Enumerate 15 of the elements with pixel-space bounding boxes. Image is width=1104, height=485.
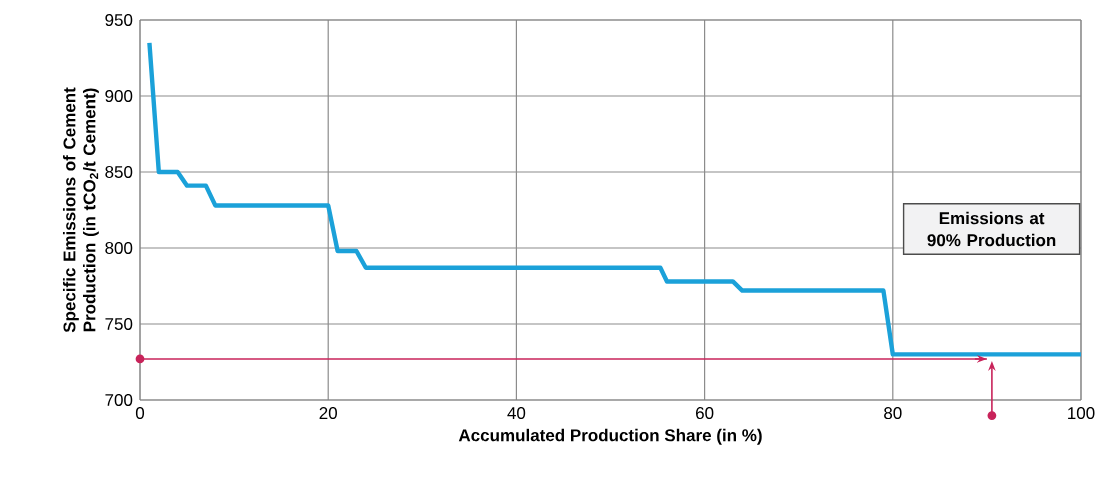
- x-tick-label: 20: [319, 407, 337, 420]
- x-tick-label: 40: [507, 407, 526, 420]
- x-tick-label: 100: [1068, 407, 1095, 420]
- annotation: Emissions at 90% Production: [927, 211, 1056, 247]
- x-axis-title: Accumulated Production Share (in %): [458, 428, 762, 445]
- y-tick-label: 950: [105, 13, 133, 26]
- line-series: [147, 40, 1084, 357]
- x-tick-label: 80: [884, 407, 902, 420]
- y-tick-label: 750: [105, 317, 133, 330]
- y-tick-label: 900: [105, 89, 133, 102]
- x-tick-label: 60: [696, 407, 714, 420]
- y-tick-label: 800: [105, 241, 133, 254]
- y-tick-label: 850: [105, 165, 133, 178]
- x-tick-label: 0: [135, 407, 145, 420]
- y-tick-label: 700: [105, 393, 133, 406]
